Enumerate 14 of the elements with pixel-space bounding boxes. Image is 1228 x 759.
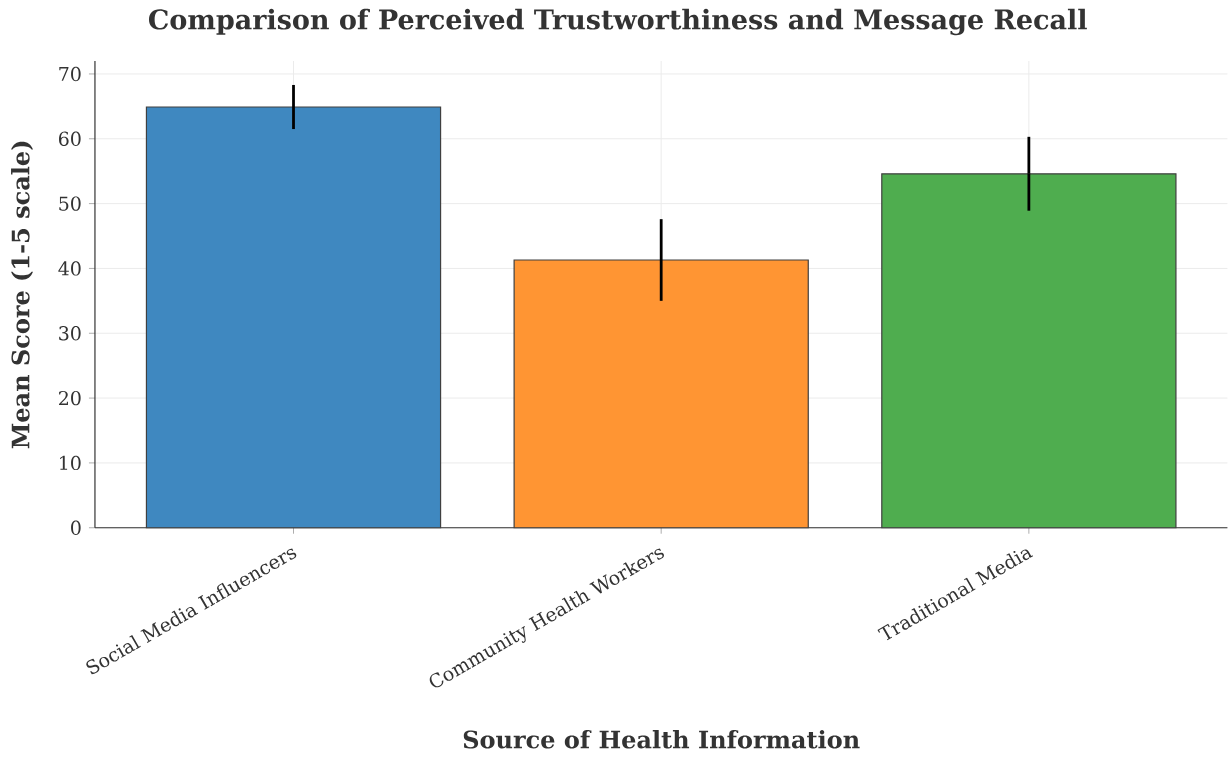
y-tick-label: 70 — [59, 66, 81, 82]
y-axis-title: Mean Score (1-5 scale) — [11, 141, 33, 449]
y-tick-label: 30 — [59, 326, 81, 341]
bar — [145, 106, 442, 529]
y-tick-label: 60 — [59, 131, 81, 147]
y-tick-label: 0 — [71, 520, 81, 536]
bar — [513, 259, 809, 529]
chart-title: Comparison of Perceived Trustworthiness and Message Recall — [148, 8, 1087, 36]
y-tick-label: 10 — [60, 455, 81, 471]
bar — [881, 173, 1177, 529]
x-axis-title: Source of Health Information — [463, 730, 860, 749]
y-tick-label: 40 — [58, 261, 81, 276]
y-tick-label: 50 — [59, 196, 81, 211]
y-tick-label: 20 — [59, 391, 81, 406]
